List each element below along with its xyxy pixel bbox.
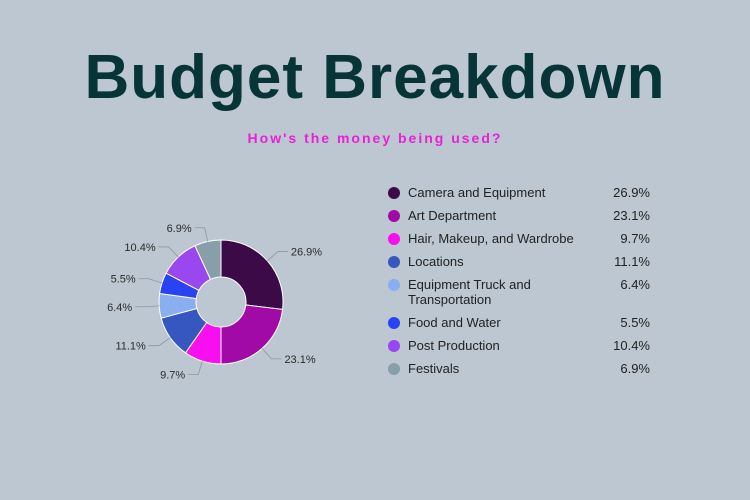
legend-swatch [388, 210, 400, 222]
legend-item-post-production: Post Production 10.4% [388, 338, 650, 353]
legend-item-equipment-truck-and-transportation: Equipment Truck and Transportation 6.4% [388, 277, 650, 307]
chart-subtitle: How's the money being used? [247, 130, 503, 146]
legend-swatch [388, 317, 400, 329]
leader-line-equipment-truck-and-transportation [135, 305, 160, 308]
slice-label-equipment-truck-and-transportation: 6.4% [107, 302, 132, 314]
legend-item-festivals: Festivals 6.9% [388, 361, 650, 376]
legend-swatch [388, 279, 400, 291]
leader-line-post-production [158, 246, 179, 258]
legend-label: Festivals [408, 361, 460, 376]
slice-label-camera-and-equipment: 26.9% [291, 247, 322, 259]
legend-value: 26.9% [613, 185, 650, 200]
leader-line-food-and-water [138, 278, 163, 284]
slice-camera-and-equipment [220, 239, 284, 310]
leader-line-festivals [194, 227, 209, 242]
legend-swatch [388, 340, 400, 352]
legend-label: Post Production [408, 338, 500, 353]
legend-value: 10.4% [613, 338, 650, 353]
donut-chart: 26.9% 23.1% 9.7% 11.1% 6.4% 5.5% 10.4% 6.9% [107, 223, 322, 382]
legend-swatch [388, 363, 400, 375]
legend-value: 9.7% [620, 231, 650, 246]
legend-label: Art Department [408, 208, 497, 223]
legend-label: Food and Water [408, 315, 501, 330]
chart-legend: Camera and Equipment 26.9% Art Department 2… [388, 185, 650, 384]
legend-item-locations: Locations 11.1% [388, 254, 650, 269]
slice-label-locations: 11.1% [115, 341, 146, 353]
leader-line-locations [148, 337, 171, 347]
slice-label-festivals: 6.9% [167, 223, 192, 235]
legend-value: 23.1% [613, 208, 650, 223]
slice-art-department [220, 304, 284, 365]
legend-swatch [388, 233, 400, 245]
chart-title: Budget Breakdown [84, 43, 666, 112]
legend-value: 6.4% [620, 277, 650, 292]
leader-line-art-department [261, 348, 282, 360]
slice-festivals [194, 239, 222, 280]
slice-label-post-production: 10.4% [124, 242, 155, 254]
legend-item-food-and-water: Food and Water 5.5% [388, 315, 650, 330]
legend-swatch [388, 256, 400, 268]
legend-label: Equipment Truck and Transportation [408, 277, 531, 307]
legend-item-camera-and-equipment: Camera and Equipment 26.9% [388, 185, 650, 200]
legend-swatch [388, 187, 400, 199]
leader-line-hair-makeup-and-wardrobe [188, 361, 203, 375]
legend-value: 5.5% [620, 315, 650, 330]
slice-label-hair-makeup-and-wardrobe: 9.7% [160, 369, 185, 381]
legend-value: 6.9% [620, 361, 650, 376]
legend-label: Locations [408, 254, 464, 269]
slice-label-food-and-water: 5.5% [111, 274, 136, 286]
legend-label: Camera and Equipment [408, 185, 546, 200]
leader-line-camera-and-equipment [267, 251, 288, 262]
legend-item-art-department: Art Department 23.1% [388, 208, 650, 223]
legend-item-hair-makeup-and-wardrobe: Hair, Makeup, and Wardrobe 9.7% [388, 231, 650, 246]
legend-label: Hair, Makeup, and Wardrobe [408, 231, 574, 246]
legend-value: 11.1% [614, 254, 650, 269]
slice-label-art-department: 23.1% [284, 354, 315, 366]
